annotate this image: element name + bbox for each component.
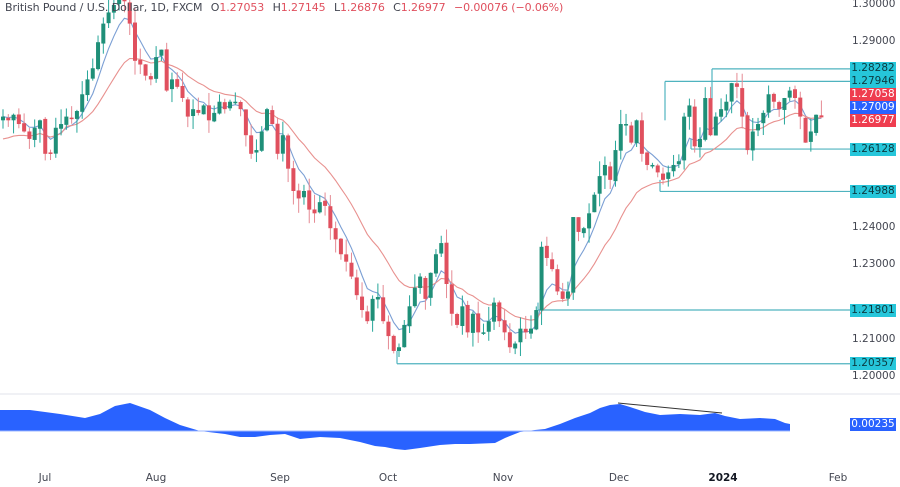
oscillator-pane [0,402,790,450]
close-key: C [393,1,401,14]
close-value: 1.26977 [400,1,446,14]
price-tag-level-high: 1.28282 [850,62,896,75]
high-key: H [272,1,281,14]
price-tag-level: 1.24988 [850,184,896,198]
low-value: 1.26876 [339,1,385,14]
x-tick: Sep [270,472,290,484]
y-tick: 1.20000 [852,370,896,382]
x-tick: Nov [492,472,514,484]
y-tick: 1.24000 [852,221,896,234]
y-tick: 1.21000 [852,332,896,345]
x-tick: Oct [378,472,398,484]
change-value: −0.00076 (−0.06%) [453,1,564,14]
price-tag-last-price: 1.26977 [850,114,896,127]
symbol-legend[interactable]: British Pound / U.S. Dollar, 1D, FXCM O1… [5,1,563,14]
x-tick: Feb [828,472,848,484]
price-tag-level: 1.26128 [850,142,896,156]
horizontal-levels [396,68,850,365]
x-tick: Dec [608,472,630,484]
x-tick: Aug [145,472,167,484]
symbol-title[interactable]: British Pound / U.S. Dollar, 1D, FXCM [5,1,203,14]
high-value: 1.27145 [280,1,326,14]
x-tick: Jul [38,472,52,484]
open-value: 1.27053 [219,1,265,14]
candlestick-series [1,0,824,357]
y-tick: 1.30000 [852,0,896,10]
oscillator-value-tag: 0.00235 [850,418,896,431]
y-tick: 1.29000 [852,35,896,48]
price-tag-level: 1.21801 [850,303,896,317]
price-tag-level-low: 1.20357 [850,357,896,371]
moving-averages [2,17,822,334]
price-tag-ema-fast: 1.27009 [850,101,896,114]
x-tick-year: 2024 [708,472,738,484]
low-key: L [333,1,340,14]
open-key: O [210,1,220,14]
price-tag-ema-slow: 1.27058 [850,88,896,101]
price-tag-level: 1.27946 [850,75,896,88]
y-tick: 1.23000 [852,258,896,271]
